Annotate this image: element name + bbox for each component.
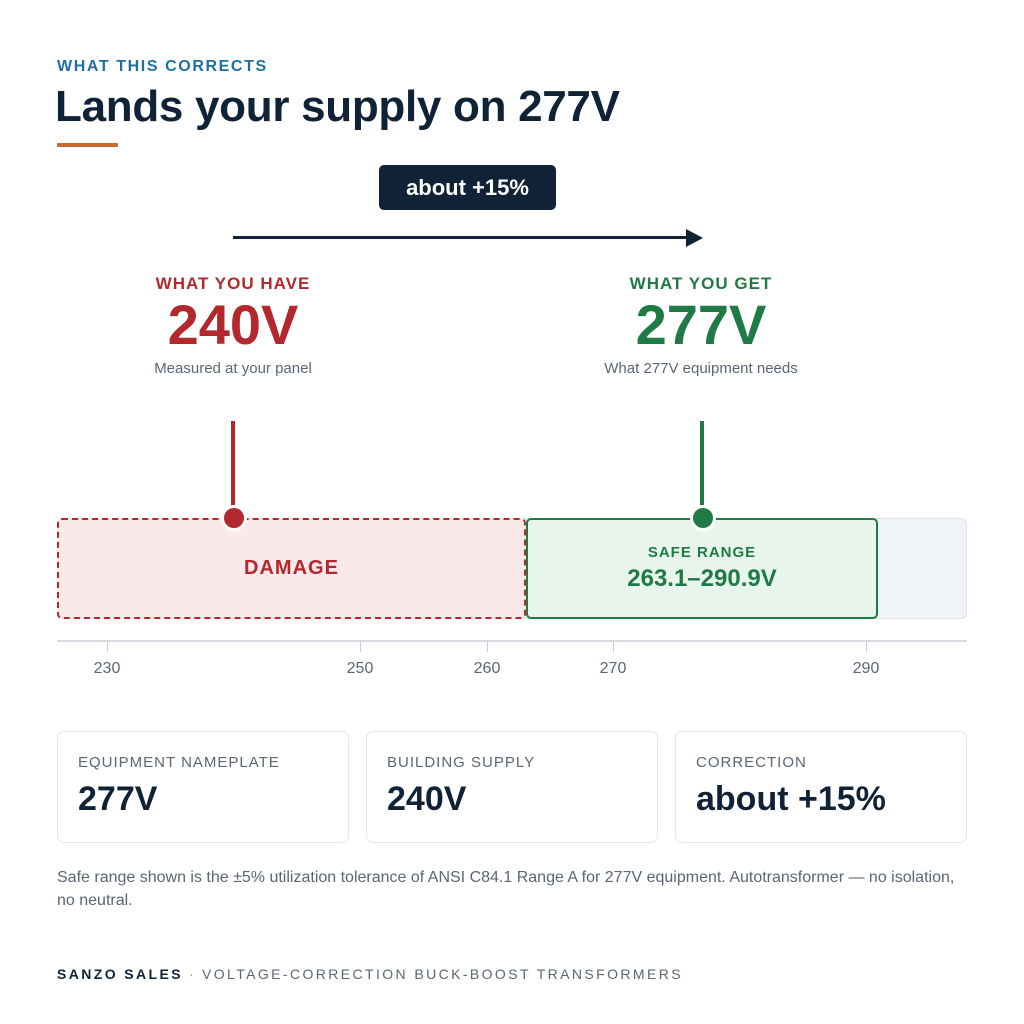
get-marker-stem [700,421,704,511]
card-value: 277V [78,780,158,818]
have-caption: Measured at your panel [154,360,312,377]
have-value: 240V [167,293,299,356]
damage-label: DAMAGE [244,557,339,579]
safe-range-zone: SAFE RANGE 263.1–290.9V [526,518,878,619]
axis-tick-label: 250 [346,660,374,677]
axis-tick-label: 270 [599,660,627,677]
axis-tick [613,642,614,652]
axis-tick-label: 290 [852,660,880,677]
page-title: Lands your supply on 277V [55,82,620,131]
brand-tagline: VOLTAGE-CORRECTION BUCK-BOOST TRANSFORME… [202,966,683,982]
have-marker-stem [231,421,235,511]
correction-badge: about +15% [379,165,556,210]
safe-range-label: SAFE RANGE [647,544,757,561]
axis-tick-label: 260 [473,660,501,677]
arrow-line [233,236,689,239]
card-label: BUILDING SUPPLY [387,754,536,771]
get-marker-dot [690,505,716,531]
card-correction: CORRECTION about +15% [675,731,967,843]
title-underline [57,143,118,147]
get-label: WHAT YOU GET [629,274,773,293]
have-marker-dot [221,505,247,531]
axis-tick [107,642,108,652]
get-callout: WHAT YOU GET 277V What 277V equipment ne… [581,274,821,377]
get-caption: What 277V equipment needs [604,360,798,377]
have-callout: WHAT YOU HAVE 240V Measured at your pane… [113,274,353,377]
axis-tick [487,642,488,652]
card-building-supply: BUILDING SUPPLY 240V [366,731,658,843]
damage-zone: DAMAGE [57,518,526,619]
axis-tick [866,642,867,652]
axis-tick [360,642,361,652]
card-value: 240V [387,780,467,818]
axis-tick-label: 230 [93,660,121,677]
eyebrow-label: WHAT THIS CORRECTS [57,58,268,75]
card-equipment-nameplate: EQUIPMENT NAMEPLATE 277V [57,731,349,843]
scale-axis [57,640,967,642]
card-value: about +15% [696,780,886,818]
footer-brand: SANZO SALES · VOLTAGE-CORRECTION BUCK-BOOS… [57,966,683,982]
get-value: 277V [635,293,767,356]
brand-separator: · [188,966,197,982]
safe-range-value: 263.1–290.9V [627,565,777,592]
arrow-right-icon [686,229,703,247]
footnote: Safe range shown is the ±5% utilization … [57,869,955,909]
card-label: CORRECTION [696,754,807,771]
brand-name: SANZO SALES [57,966,183,982]
have-label: WHAT YOU HAVE [155,274,311,293]
card-label: EQUIPMENT NAMEPLATE [78,754,280,771]
